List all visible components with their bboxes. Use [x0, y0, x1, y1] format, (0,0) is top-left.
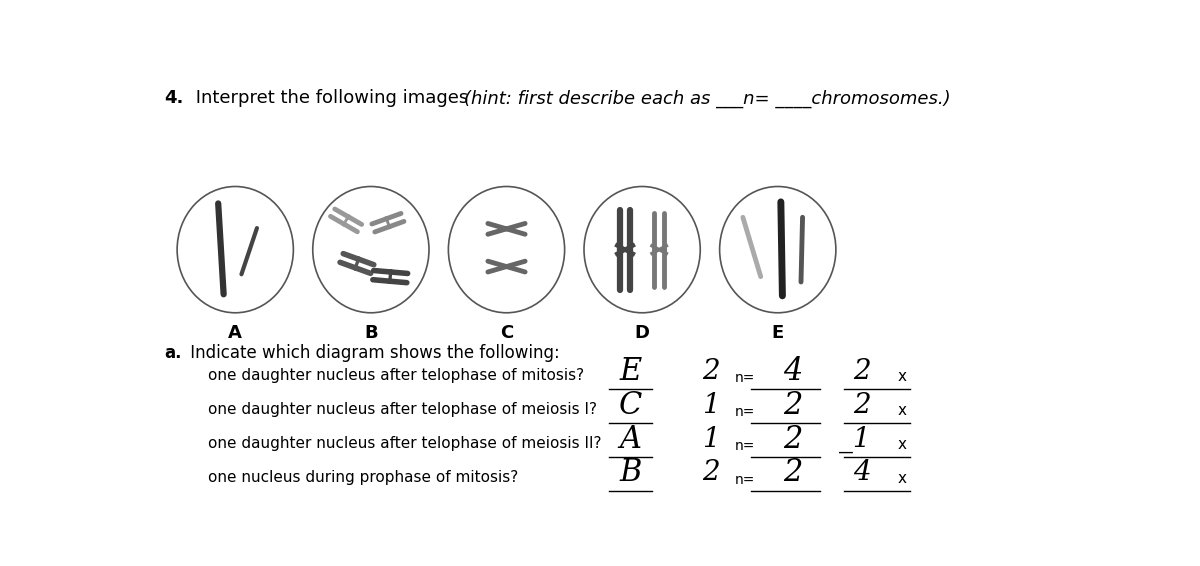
Text: 4: 4 — [853, 460, 871, 486]
Text: A: A — [228, 324, 242, 342]
Text: n=: n= — [736, 473, 756, 487]
Text: A: A — [619, 423, 642, 454]
Text: E: E — [772, 324, 784, 342]
Text: B: B — [364, 324, 378, 342]
Text: 2: 2 — [784, 423, 803, 454]
Text: x: x — [898, 403, 907, 418]
Text: D: D — [635, 324, 649, 342]
Text: C: C — [619, 389, 642, 421]
Text: (hint: first describe each as ___n= ____chromosomes.): (hint: first describe each as ___n= ____… — [464, 89, 950, 108]
Text: n=: n= — [736, 439, 756, 453]
Text: 2: 2 — [784, 389, 803, 421]
Text: one nucleus during prophase of mitosis?: one nucleus during prophase of mitosis? — [208, 470, 518, 485]
Text: 2: 2 — [702, 358, 720, 385]
Text: B: B — [619, 457, 642, 488]
Text: C: C — [500, 324, 514, 342]
Text: n=: n= — [736, 405, 756, 419]
Text: 4.: 4. — [164, 89, 184, 108]
Text: 1: 1 — [702, 426, 720, 453]
Text: 2: 2 — [784, 457, 803, 488]
Text: one daughter nucleus after telophase of mitosis?: one daughter nucleus after telophase of … — [208, 368, 584, 383]
Text: x: x — [898, 369, 907, 384]
Text: 2: 2 — [702, 460, 720, 486]
Text: one daughter nucleus after telophase of meiosis II?: one daughter nucleus after telophase of … — [208, 436, 601, 451]
Text: n=: n= — [736, 371, 756, 385]
Text: _1: _1 — [839, 426, 871, 453]
Text: a.: a. — [164, 344, 181, 362]
Text: 4: 4 — [784, 356, 803, 387]
Text: Interpret the following images: Interpret the following images — [191, 89, 480, 108]
Text: 2: 2 — [853, 392, 871, 419]
Text: 2: 2 — [853, 358, 871, 385]
Text: 1: 1 — [702, 392, 720, 419]
Text: Indicate which diagram shows the following:: Indicate which diagram shows the followi… — [185, 344, 559, 362]
Text: E: E — [619, 356, 642, 387]
Text: one daughter nucleus after telophase of meiosis I?: one daughter nucleus after telophase of … — [208, 402, 598, 417]
Text: x: x — [898, 471, 907, 486]
Text: x: x — [898, 437, 907, 452]
